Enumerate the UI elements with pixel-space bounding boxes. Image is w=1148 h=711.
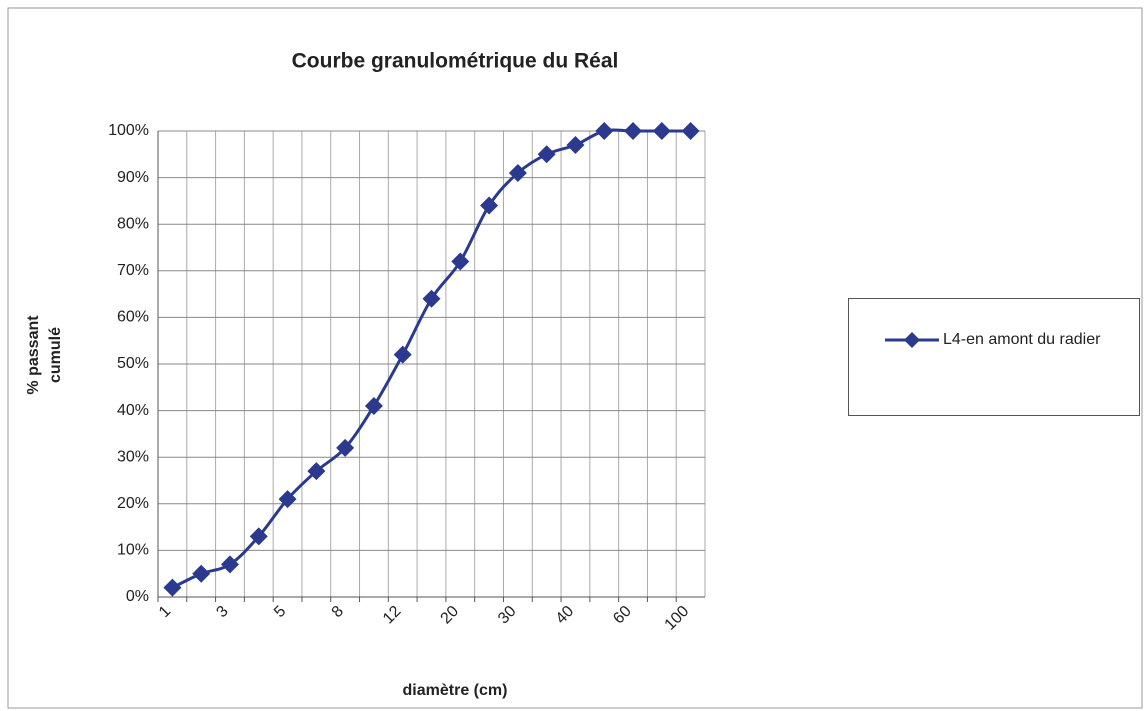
y-tick-label: 100% (108, 122, 149, 139)
point-marker (278, 490, 297, 509)
y-tick-label: 70% (117, 262, 149, 279)
y-tick-label: 90% (117, 169, 149, 186)
legend-marker (904, 332, 920, 348)
x-tick-label: 5 (271, 603, 289, 621)
legend-swatch (885, 332, 939, 348)
legend: L4-en amont du radier (848, 298, 1140, 416)
point-marker (393, 345, 412, 364)
x-axis-label: diamètre (cm) (403, 682, 508, 699)
point-marker (652, 122, 671, 140)
point-marker (681, 122, 700, 140)
y-tick-label: 30% (117, 448, 149, 465)
y-tick-label: 10% (117, 542, 149, 559)
point-marker (451, 252, 470, 271)
y-tick-label: 60% (117, 309, 149, 326)
x-tick-label: 12 (380, 603, 405, 628)
point-marker (163, 578, 182, 597)
point-marker (249, 527, 268, 546)
point-marker (422, 289, 441, 308)
x-tick-label: 3 (213, 603, 231, 621)
y-axis-label: cumulé (47, 327, 64, 383)
point-marker (364, 396, 383, 415)
legend-entry: L4-en amont du radier (883, 329, 1123, 351)
point-marker (566, 135, 585, 154)
point-marker (307, 462, 326, 481)
chart-title: Courbe granulométrique du Réal (292, 50, 619, 73)
y-axis-label: % passant (25, 315, 42, 395)
point-marker (595, 122, 614, 140)
point-marker (336, 438, 355, 457)
x-tick-label: 100 (662, 603, 693, 634)
y-tick-label: 40% (117, 402, 149, 419)
x-tick-label: 20 (437, 603, 462, 628)
y-tick-label: 50% (117, 355, 149, 372)
x-tick-label: 8 (329, 603, 347, 621)
x-tick-label: 1 (156, 603, 174, 621)
y-tick-label: 20% (117, 495, 149, 512)
point-marker (480, 196, 499, 215)
point-marker (220, 555, 239, 574)
point-marker (624, 122, 643, 140)
point-marker (508, 163, 527, 182)
x-tick-label: 40 (553, 603, 578, 628)
point-marker (537, 145, 556, 164)
y-tick-label: 80% (117, 215, 149, 232)
point-marker (192, 564, 211, 583)
x-tick-label: 60 (610, 603, 635, 628)
x-tick-label: 30 (495, 603, 520, 628)
y-tick-label: 0% (126, 588, 149, 605)
chart-border (7, 7, 1143, 709)
legend-label: L4-en amont du radier (943, 331, 1101, 348)
